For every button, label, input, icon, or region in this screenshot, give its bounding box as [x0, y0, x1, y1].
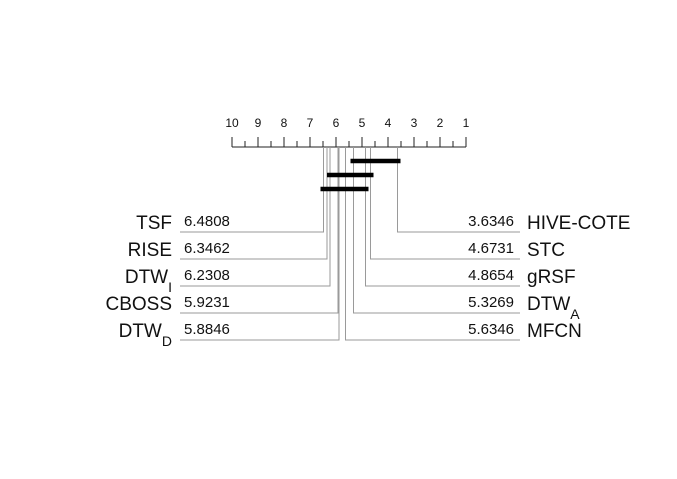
method-name-label: DTWA	[527, 294, 580, 322]
rank-value-label: 5.3269	[468, 294, 514, 311]
leader-line-left	[180, 147, 328, 260]
method-labels: 6.4808TSF6.3462RISE6.2308DTWI5.9231CBOSS…	[105, 213, 630, 349]
leader-lines	[180, 147, 520, 341]
method-name-subscript: D	[162, 333, 172, 349]
axis-tick-label: 1	[463, 116, 470, 130]
leader-line-left	[180, 147, 324, 233]
axis-tick-label: 8	[281, 116, 288, 130]
leader-line-left	[180, 147, 339, 314]
method-name-label: HIVE-COTE	[527, 213, 630, 234]
method-name-label: MFCN	[527, 321, 582, 342]
method-name-label: gRSF	[527, 267, 576, 288]
method-name: DTW	[527, 294, 570, 315]
method-name-label: DTWI	[125, 267, 172, 295]
leader-line-left	[180, 147, 340, 341]
rank-value-label: 5.6346	[468, 321, 514, 338]
axis-tick-label: 3	[411, 116, 418, 130]
method-name-label: RISE	[128, 240, 172, 261]
method-name: DTW	[125, 267, 168, 288]
leader-line-right	[364, 147, 520, 287]
method-name-subscript: I	[168, 279, 172, 295]
method-name-label: TSF	[136, 213, 172, 234]
rank-value-label: 6.2308	[184, 267, 230, 284]
rank-value-label: 5.9231	[184, 294, 230, 311]
rank-value-label: 5.8846	[184, 321, 230, 338]
method-name-label: CBOSS	[105, 294, 172, 315]
method-name: STC	[527, 240, 565, 261]
method-name: HIVE-COTE	[527, 213, 630, 234]
method-name-subscript: A	[570, 306, 580, 322]
axis-tick-label: 7	[307, 116, 314, 130]
leader-line-left	[180, 147, 331, 287]
rank-value-label: 4.6731	[468, 240, 514, 257]
axis-tick-label: 9	[255, 116, 262, 130]
method-name-label: DTWD	[119, 321, 172, 349]
rank-value-label: 4.8654	[468, 267, 514, 284]
axis-tick-label: 4	[385, 116, 392, 130]
rank-value-label: 6.4808	[184, 213, 230, 230]
axis-tick-label: 10	[225, 116, 239, 130]
method-name: RISE	[128, 240, 172, 261]
method-name: MFCN	[527, 321, 582, 342]
method-name: DTW	[119, 321, 162, 342]
method-name: CBOSS	[105, 294, 172, 315]
leader-line-right	[397, 147, 520, 233]
method-name: TSF	[136, 213, 172, 234]
axis-tick-label: 5	[359, 116, 366, 130]
leader-line-right	[353, 147, 520, 314]
rank-axis: 10 9 8 7 6 5 4 3 2 1	[225, 116, 470, 148]
leader-line-right	[369, 147, 520, 260]
axis-tick-label: 6	[333, 116, 340, 130]
rank-value-label: 6.3462	[184, 240, 230, 257]
clique-bars	[320, 158, 401, 192]
rank-value-label: 3.6346	[468, 213, 514, 230]
axis-tick-label: 2	[437, 116, 444, 130]
method-name-label: STC	[527, 240, 565, 261]
leader-line-right	[345, 147, 520, 341]
method-name: gRSF	[527, 267, 576, 288]
